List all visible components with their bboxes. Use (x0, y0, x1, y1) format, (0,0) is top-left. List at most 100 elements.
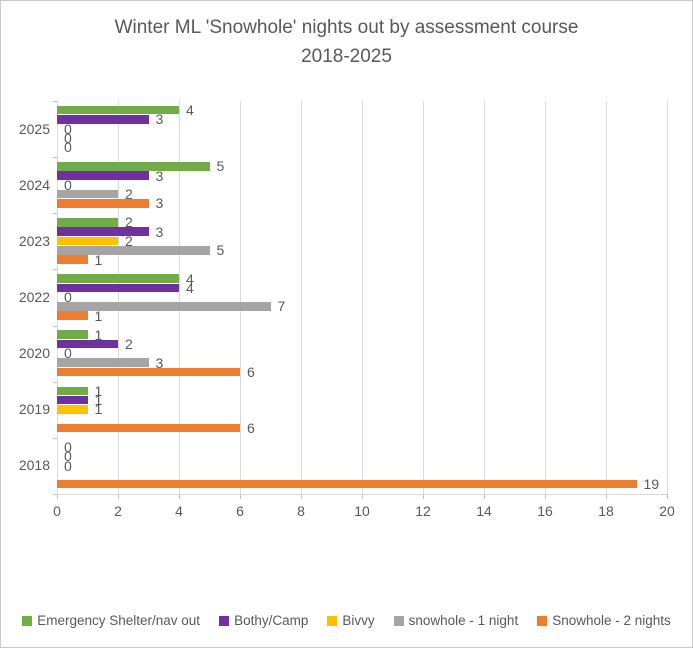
y-axis-tick (53, 269, 57, 271)
y-category-label: 2025 (18, 120, 50, 137)
x-tick-label: 2 (114, 503, 122, 519)
bar-bothy-camp-2024 (57, 171, 149, 180)
bar-value-label: 19 (643, 476, 660, 493)
bar-value-label: 1 (94, 251, 103, 268)
x-tick-label: 6 (236, 503, 244, 519)
bar-value-label: 0 (64, 130, 72, 147)
bar-value-label: 1 (94, 326, 103, 343)
legend: Emergency Shelter/nav out Bothy/Camp Bivvy… (1, 613, 692, 629)
legend-label: Bothy/Camp (234, 613, 309, 628)
x-axis-tick (667, 494, 668, 499)
gridline (423, 101, 424, 494)
x-axis-tick (240, 494, 241, 499)
bar-value-label: 6 (247, 420, 255, 437)
bar-value-label: 1 (94, 401, 103, 418)
bar-emergency-shelter-nav-out-2025 (57, 105, 179, 115)
bar-value-label: 3 (155, 111, 164, 128)
x-axis-tick (179, 494, 180, 499)
gridline (301, 101, 302, 494)
bar-snowhole-1-night-2023 (57, 246, 210, 255)
bar-value-label: 0 (64, 176, 72, 193)
bar-snowhole-2-nights-2020 (57, 367, 240, 377)
x-tick-label: 10 (354, 503, 370, 519)
bar-snowhole-2-nights-2019 (57, 423, 240, 433)
gridline (484, 101, 485, 494)
chart-title: Winter ML 'Snowhole' nights out by asses… (1, 13, 692, 71)
y-axis-tick (53, 437, 57, 439)
bar-value-label: 2 (125, 233, 133, 249)
x-tick-label: 8 (297, 503, 305, 519)
bar-snowhole-2-nights-2023 (57, 255, 88, 264)
bar-snowhole-2-nights-2018 (57, 479, 637, 489)
bar-value-label: 0 (64, 457, 72, 474)
bar-bothy-camp-2025 (57, 115, 149, 124)
bar-value-label: 1 (94, 382, 103, 399)
gridline (240, 101, 241, 494)
bar-snowhole-2-nights-2022 (57, 311, 88, 321)
x-axis-tick (484, 494, 485, 499)
bar-value-label: 4 (186, 102, 194, 119)
legend-label: Snowhole - 2 nights (552, 613, 671, 628)
bar-bothy-camp-2023 (57, 227, 149, 236)
bar-value-label: 0 (64, 289, 72, 306)
x-axis-tick (118, 494, 119, 499)
bar-value-label: 1 (94, 392, 103, 409)
gridline (118, 101, 119, 494)
x-axis-tick (545, 494, 546, 499)
bar-emergency-shelter-nav-out-2022 (57, 274, 179, 283)
chart-title-line1: Winter ML 'Snowhole' nights out by asses… (114, 17, 579, 38)
bar-emergency-shelter-nav-out-2023 (57, 218, 118, 227)
gridline (57, 101, 58, 494)
bar-value-label: 3 (155, 195, 164, 212)
bar-value-label: 6 (247, 363, 255, 380)
legend-label: snowhole - 1 night (408, 613, 519, 628)
x-tick-label: 14 (476, 503, 492, 519)
bar-bothy-camp-2022 (57, 283, 179, 293)
x-tick-label: 0 (53, 503, 61, 519)
chart-title-line2: 2018-2025 (301, 46, 392, 67)
bar-snowhole-2-nights-2024 (57, 199, 149, 208)
legend-item: Snowhole - 2 nights (537, 613, 671, 629)
bar-value-label: 7 (277, 298, 286, 315)
y-axis-tick (53, 381, 57, 383)
bar-bothy-camp-2020 (57, 339, 118, 349)
x-tick-label: 18 (598, 503, 614, 519)
x-axis-tick (57, 494, 58, 499)
x-axis-tick (301, 494, 302, 499)
bar-value-label: 5 (216, 158, 225, 175)
bar-value-label: 0 (64, 448, 72, 465)
bar-value-label: 1 (94, 307, 103, 324)
gridline (362, 101, 363, 494)
bar-snowhole-1-night-2020 (57, 358, 149, 367)
x-tick-label: 16 (537, 503, 553, 519)
y-axis-tick (53, 101, 57, 102)
bar-value-label: 2 (125, 335, 133, 352)
legend-marker-icon (327, 616, 338, 626)
legend-marker-icon (219, 616, 230, 626)
bar-value-label: 3 (155, 167, 164, 184)
legend-label: Emergency Shelter/nav out (37, 613, 201, 628)
bar-value-label: 0 (64, 120, 72, 137)
legend-label: Bivvy (342, 613, 375, 628)
y-axis-tick (53, 325, 57, 327)
legend-marker-icon (22, 616, 33, 626)
bar-value-label: 2 (125, 214, 133, 231)
x-tick-label: 12 (415, 503, 431, 519)
gridline (545, 101, 546, 494)
bar-snowhole-1-night-2022 (57, 302, 271, 311)
y-axis-tick (53, 157, 57, 159)
bar-value-label: 4 (186, 279, 194, 296)
bar-value-label: 3 (155, 223, 164, 240)
bar-value-label: 2 (125, 186, 133, 203)
y-category-label: 2020 (18, 345, 50, 362)
bar-value-label: 0 (64, 139, 72, 156)
y-category-label: 2024 (18, 176, 50, 193)
legend-item: Bothy/Camp (219, 613, 308, 629)
gridline (606, 101, 607, 494)
bar-emergency-shelter-nav-out-2019 (57, 386, 88, 396)
bar-bivvy-2019 (57, 405, 88, 414)
bar-emergency-shelter-nav-out-2024 (57, 161, 210, 171)
legend-marker-icon (537, 616, 548, 626)
legend-marker-icon (393, 616, 404, 626)
